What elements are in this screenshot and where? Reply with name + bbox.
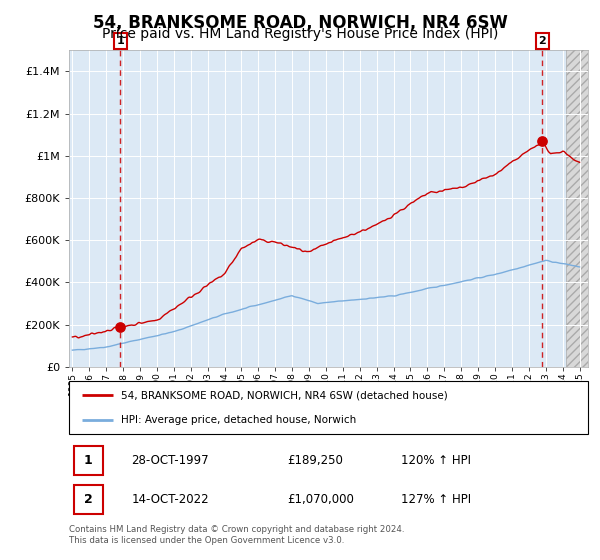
FancyBboxPatch shape: [74, 485, 103, 514]
Point: [115, 323, 125, 332]
Text: £189,250: £189,250: [287, 454, 343, 467]
Text: £1,070,000: £1,070,000: [287, 493, 354, 506]
Text: 2: 2: [538, 36, 546, 46]
FancyBboxPatch shape: [74, 446, 103, 475]
Point: [538, 137, 547, 146]
Text: 28-OCT-1997: 28-OCT-1997: [131, 454, 209, 467]
Text: 54, BRANKSOME ROAD, NORWICH, NR4 6SW: 54, BRANKSOME ROAD, NORWICH, NR4 6SW: [92, 14, 508, 32]
Text: 54, BRANKSOME ROAD, NORWICH, NR4 6SW (detached house): 54, BRANKSOME ROAD, NORWICH, NR4 6SW (de…: [121, 390, 448, 400]
Text: HPI: Average price, detached house, Norwich: HPI: Average price, detached house, Norw…: [121, 414, 356, 424]
Text: 14-OCT-2022: 14-OCT-2022: [131, 493, 209, 506]
Text: 1: 1: [84, 454, 92, 467]
Text: 120% ↑ HPI: 120% ↑ HPI: [401, 454, 471, 467]
Text: 1: 1: [116, 36, 124, 46]
Text: 127% ↑ HPI: 127% ↑ HPI: [401, 493, 471, 506]
Text: Price paid vs. HM Land Registry's House Price Index (HPI): Price paid vs. HM Land Registry's House …: [102, 27, 498, 41]
Text: 2: 2: [84, 493, 92, 506]
Text: Contains HM Land Registry data © Crown copyright and database right 2024.
This d: Contains HM Land Registry data © Crown c…: [69, 525, 404, 545]
